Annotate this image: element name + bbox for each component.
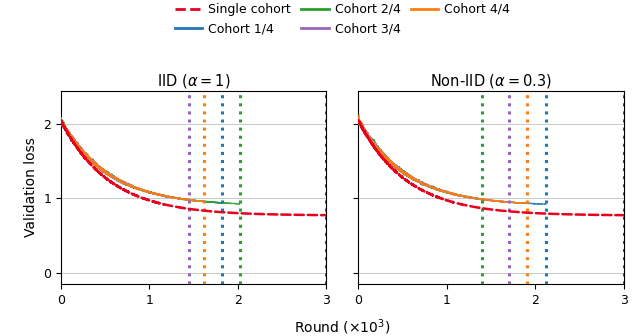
Title: IID ($\alpha = 1$): IID ($\alpha = 1$) [157, 72, 230, 90]
Title: Non-IID ($\alpha = 0.3$): Non-IID ($\alpha = 0.3$) [430, 72, 552, 90]
Text: Round ($\times 10^3$): Round ($\times 10^3$) [294, 318, 390, 336]
Legend: Single cohort, Cohort 1/4, Cohort 2/4, Cohort 3/4, Cohort 4/4: Single cohort, Cohort 1/4, Cohort 2/4, C… [175, 3, 510, 35]
Y-axis label: Validation loss: Validation loss [24, 137, 38, 237]
